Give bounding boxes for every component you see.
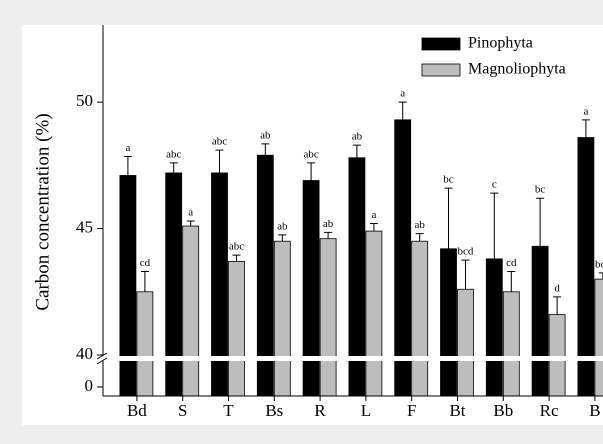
significance-letter: c (492, 179, 497, 191)
significance-letter: ab (415, 219, 426, 231)
x-tick-label: F (407, 401, 416, 420)
bar (273, 240, 291, 397)
bar (502, 291, 520, 397)
error-bar (324, 231, 333, 239)
y-tick-label: 50 (76, 91, 93, 110)
error-bar (369, 223, 378, 232)
bar (319, 238, 337, 397)
significance-letter: bc (443, 174, 454, 186)
y-tick-label: 0 (85, 376, 94, 395)
error-bar (461, 259, 470, 290)
error-bar (398, 101, 407, 120)
error-bar (232, 254, 241, 262)
error-bar (186, 220, 195, 227)
significance-letter: abc (303, 148, 318, 160)
significance-letter: ab (323, 218, 334, 230)
x-tick-label: T (223, 401, 234, 420)
bar (136, 291, 154, 397)
error-bar (507, 271, 516, 292)
x-tick-label: Bs (265, 401, 283, 420)
error-bar (581, 119, 590, 138)
significance-letter: a (400, 88, 405, 100)
significance-letter: bcd (458, 246, 474, 258)
significance-letter: abc (166, 148, 181, 160)
significance-letter: abc (229, 241, 244, 253)
bar (457, 288, 474, 397)
error-bar (169, 162, 178, 173)
bar (411, 240, 429, 397)
bar (440, 248, 457, 397)
x-tick-label: Bb (493, 401, 513, 420)
x-tick-label: B (589, 401, 600, 420)
legend-label: Magnoliophyta (468, 61, 566, 78)
error-bar (261, 143, 270, 156)
y-axis-label: Carbon concentration (%) (32, 113, 53, 310)
bar (228, 261, 245, 397)
bar (302, 180, 320, 397)
error-bar (490, 192, 499, 259)
bar (485, 258, 503, 397)
error-bar (307, 162, 316, 181)
error-bar (536, 197, 545, 247)
significance-letter: bc (535, 184, 546, 196)
significance-letter: ab (277, 220, 288, 232)
error-bar (415, 233, 424, 242)
error-bar (444, 187, 453, 249)
x-tick-label: Rc (540, 401, 559, 420)
bar (119, 175, 137, 397)
y-tick-label: 40 (76, 344, 93, 363)
error-bar (140, 271, 149, 292)
legend-swatch (421, 63, 461, 77)
significance-letter: d (554, 282, 560, 294)
error-bar (352, 144, 361, 158)
bar (365, 230, 383, 397)
break-mark (96, 352, 108, 365)
significance-letter: ab (260, 129, 271, 141)
x-tick-label: L (361, 401, 371, 420)
x-tick-label: S (178, 401, 187, 420)
bar (594, 278, 603, 397)
y-tick-label: 45 (76, 217, 93, 236)
significance-letter: a (371, 209, 376, 221)
significance-letter: a (188, 207, 193, 219)
legend-label: Pinophyta (468, 35, 533, 52)
significance-letter: cd (140, 257, 151, 269)
bar (531, 245, 549, 397)
legend-swatch (421, 37, 461, 51)
error-bar (215, 149, 224, 173)
axis-break (97, 356, 603, 361)
error-bar (278, 234, 287, 242)
bar (182, 225, 200, 397)
significance-letter: a (125, 142, 130, 154)
bar (165, 172, 183, 397)
bar (394, 119, 412, 397)
error-bar (553, 296, 562, 315)
x-tick-label: Bt (449, 401, 465, 420)
bar (548, 314, 566, 397)
x-tick-label: Bd (127, 401, 147, 420)
significance-letter: cd (506, 257, 517, 269)
significance-letter: bcd (595, 258, 603, 270)
significance-letter: ab (352, 131, 363, 143)
error-bar (123, 155, 132, 176)
significance-letter: abc (212, 136, 227, 148)
x-tick-label: R (314, 401, 326, 420)
significance-letter: a (583, 105, 588, 117)
bar (211, 172, 228, 397)
